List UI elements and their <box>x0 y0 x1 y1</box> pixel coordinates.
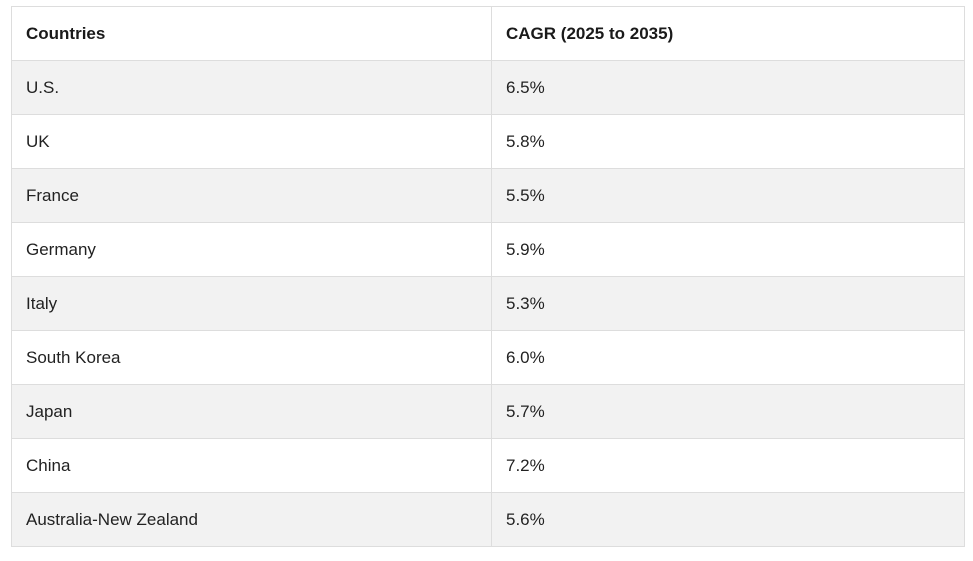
cagr-table-container: Countries CAGR (2025 to 2035) U.S. 6.5% … <box>11 6 965 547</box>
table-row: Italy 5.3% <box>11 276 965 331</box>
cagr-cell: 6.5% <box>491 60 965 115</box>
table-row: Germany 5.9% <box>11 222 965 277</box>
cagr-cell: 5.6% <box>491 492 965 547</box>
cagr-cell: 5.5% <box>491 168 965 223</box>
country-cell: U.S. <box>11 60 492 115</box>
country-cell: South Korea <box>11 330 492 385</box>
table-header-row: Countries CAGR (2025 to 2035) <box>11 6 965 61</box>
table-row: China 7.2% <box>11 438 965 493</box>
country-cell: Germany <box>11 222 492 277</box>
country-cell: Australia-New Zealand <box>11 492 492 547</box>
country-cell: Japan <box>11 384 492 439</box>
country-cell: UK <box>11 114 492 169</box>
table-row: Australia-New Zealand 5.6% <box>11 492 965 547</box>
table-row: UK 5.8% <box>11 114 965 169</box>
table-row: France 5.5% <box>11 168 965 223</box>
cagr-cell: 5.9% <box>491 222 965 277</box>
table-row: South Korea 6.0% <box>11 330 965 385</box>
country-cell: France <box>11 168 492 223</box>
country-cell: Italy <box>11 276 492 331</box>
cagr-cell: 5.8% <box>491 114 965 169</box>
table-row: U.S. 6.5% <box>11 60 965 115</box>
country-cell: China <box>11 438 492 493</box>
header-countries: Countries <box>11 6 492 61</box>
cagr-cell: 5.3% <box>491 276 965 331</box>
header-cagr: CAGR (2025 to 2035) <box>491 6 965 61</box>
cagr-cell: 5.7% <box>491 384 965 439</box>
cagr-cell: 6.0% <box>491 330 965 385</box>
table-row: Japan 5.7% <box>11 384 965 439</box>
cagr-table: Countries CAGR (2025 to 2035) U.S. 6.5% … <box>11 6 965 547</box>
cagr-cell: 7.2% <box>491 438 965 493</box>
